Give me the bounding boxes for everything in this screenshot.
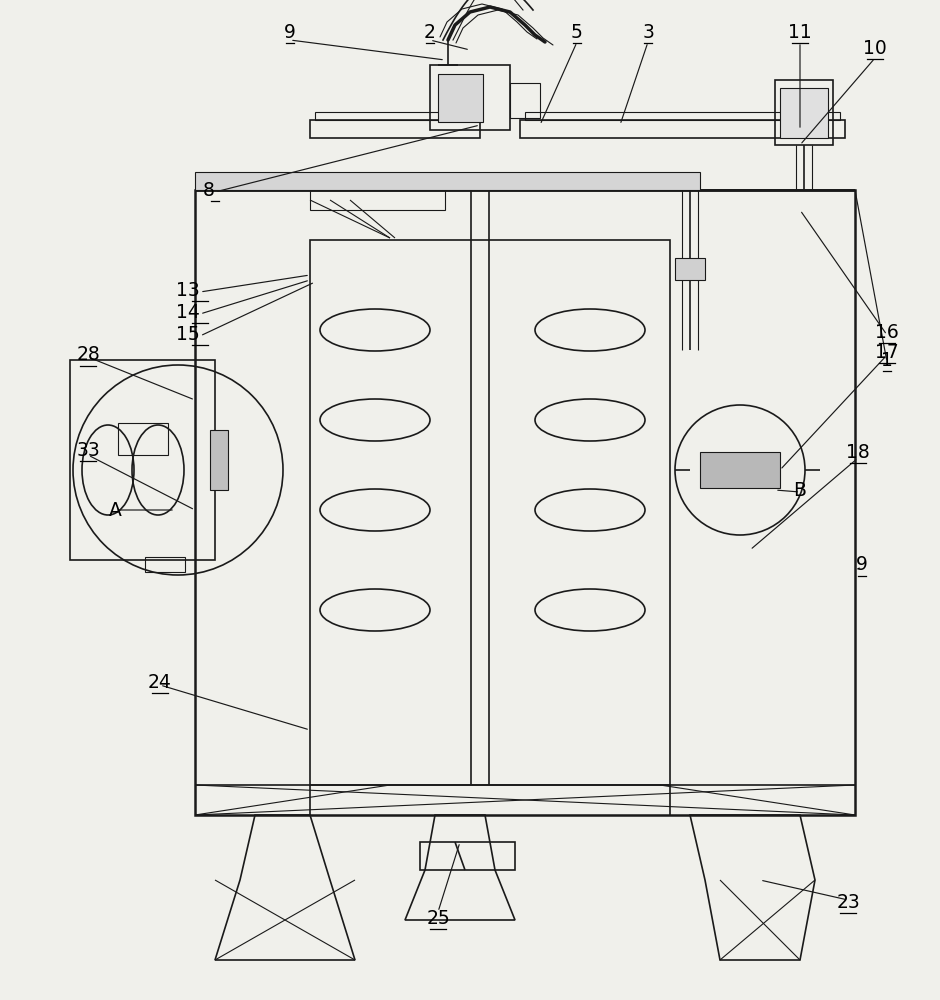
Bar bbox=[780, 88, 828, 138]
Bar bbox=[420, 842, 515, 870]
Text: 3: 3 bbox=[642, 22, 654, 41]
Bar bbox=[315, 112, 475, 120]
Bar bbox=[520, 120, 845, 138]
Bar bbox=[675, 258, 705, 280]
Bar bbox=[310, 190, 445, 210]
Text: 17: 17 bbox=[875, 342, 899, 361]
Bar bbox=[195, 172, 700, 190]
Text: A: A bbox=[108, 500, 121, 520]
Text: 10: 10 bbox=[863, 38, 886, 57]
Text: 28: 28 bbox=[76, 346, 100, 364]
Text: 1: 1 bbox=[881, 351, 893, 369]
Bar bbox=[775, 80, 833, 145]
Bar bbox=[145, 557, 185, 572]
Text: 33: 33 bbox=[76, 440, 100, 460]
Text: B: B bbox=[793, 481, 807, 499]
Bar bbox=[310, 240, 670, 785]
Text: 15: 15 bbox=[177, 324, 200, 344]
Text: 9: 9 bbox=[284, 22, 296, 41]
Text: 25: 25 bbox=[426, 908, 450, 928]
Bar bbox=[438, 74, 483, 122]
Text: 2: 2 bbox=[424, 22, 436, 41]
Text: 11: 11 bbox=[788, 22, 812, 41]
Text: 13: 13 bbox=[177, 280, 200, 300]
Text: 23: 23 bbox=[836, 892, 860, 912]
Bar bbox=[70, 360, 215, 560]
Bar bbox=[525, 112, 840, 120]
Text: 8: 8 bbox=[203, 180, 215, 200]
Text: 18: 18 bbox=[846, 442, 870, 462]
Bar bbox=[118, 423, 168, 455]
Bar bbox=[210, 430, 228, 490]
Bar bbox=[310, 120, 480, 138]
Bar bbox=[430, 65, 510, 130]
Bar bbox=[700, 452, 780, 488]
Bar bbox=[510, 83, 540, 118]
Text: 24: 24 bbox=[149, 672, 172, 692]
Text: 5: 5 bbox=[572, 22, 583, 41]
Text: 14: 14 bbox=[176, 302, 200, 322]
Text: 16: 16 bbox=[875, 322, 899, 342]
Bar bbox=[195, 190, 855, 815]
Text: 9: 9 bbox=[856, 556, 868, 574]
